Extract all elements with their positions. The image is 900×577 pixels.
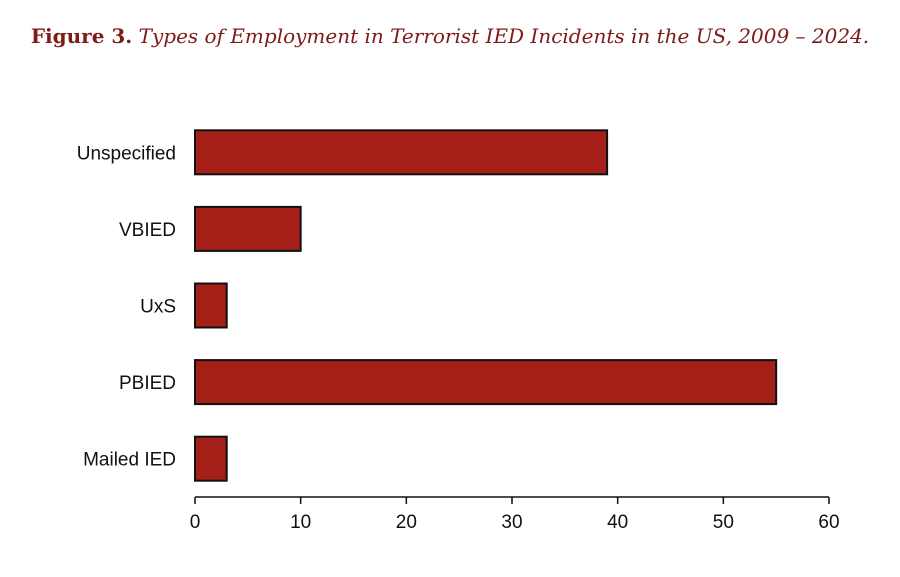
x-tick-label-50: 50 (713, 512, 734, 533)
x-tick-label-60: 60 (818, 512, 839, 533)
category-label-uxs: UxS (140, 297, 176, 318)
category-label-unspecified: Unspecified (77, 143, 176, 164)
figure-number: Figure 3. (30, 24, 133, 48)
x-tick-label-10: 10 (290, 512, 311, 533)
category-label-mailed-ied: Mailed IED (83, 450, 176, 471)
category-label-vbied: VBIED (119, 220, 176, 241)
figure-title: Figure 3. Types of Employment in Terrori… (0, 24, 900, 48)
bar-pbied (194, 359, 778, 406)
category-label-pbied: PBIED (119, 373, 176, 394)
x-tick-label-40: 40 (607, 512, 628, 533)
bar-uxs (194, 282, 228, 329)
x-tick-label-30: 30 (501, 512, 522, 533)
bar-mailed-ied (194, 435, 228, 482)
figure-caption: Types of Employment in Terrorist IED Inc… (138, 24, 870, 48)
x-tick-label-0: 0 (190, 512, 201, 533)
x-tick-label-20: 20 (396, 512, 417, 533)
bar-unspecified (194, 129, 609, 176)
bar-vbied (194, 205, 302, 252)
